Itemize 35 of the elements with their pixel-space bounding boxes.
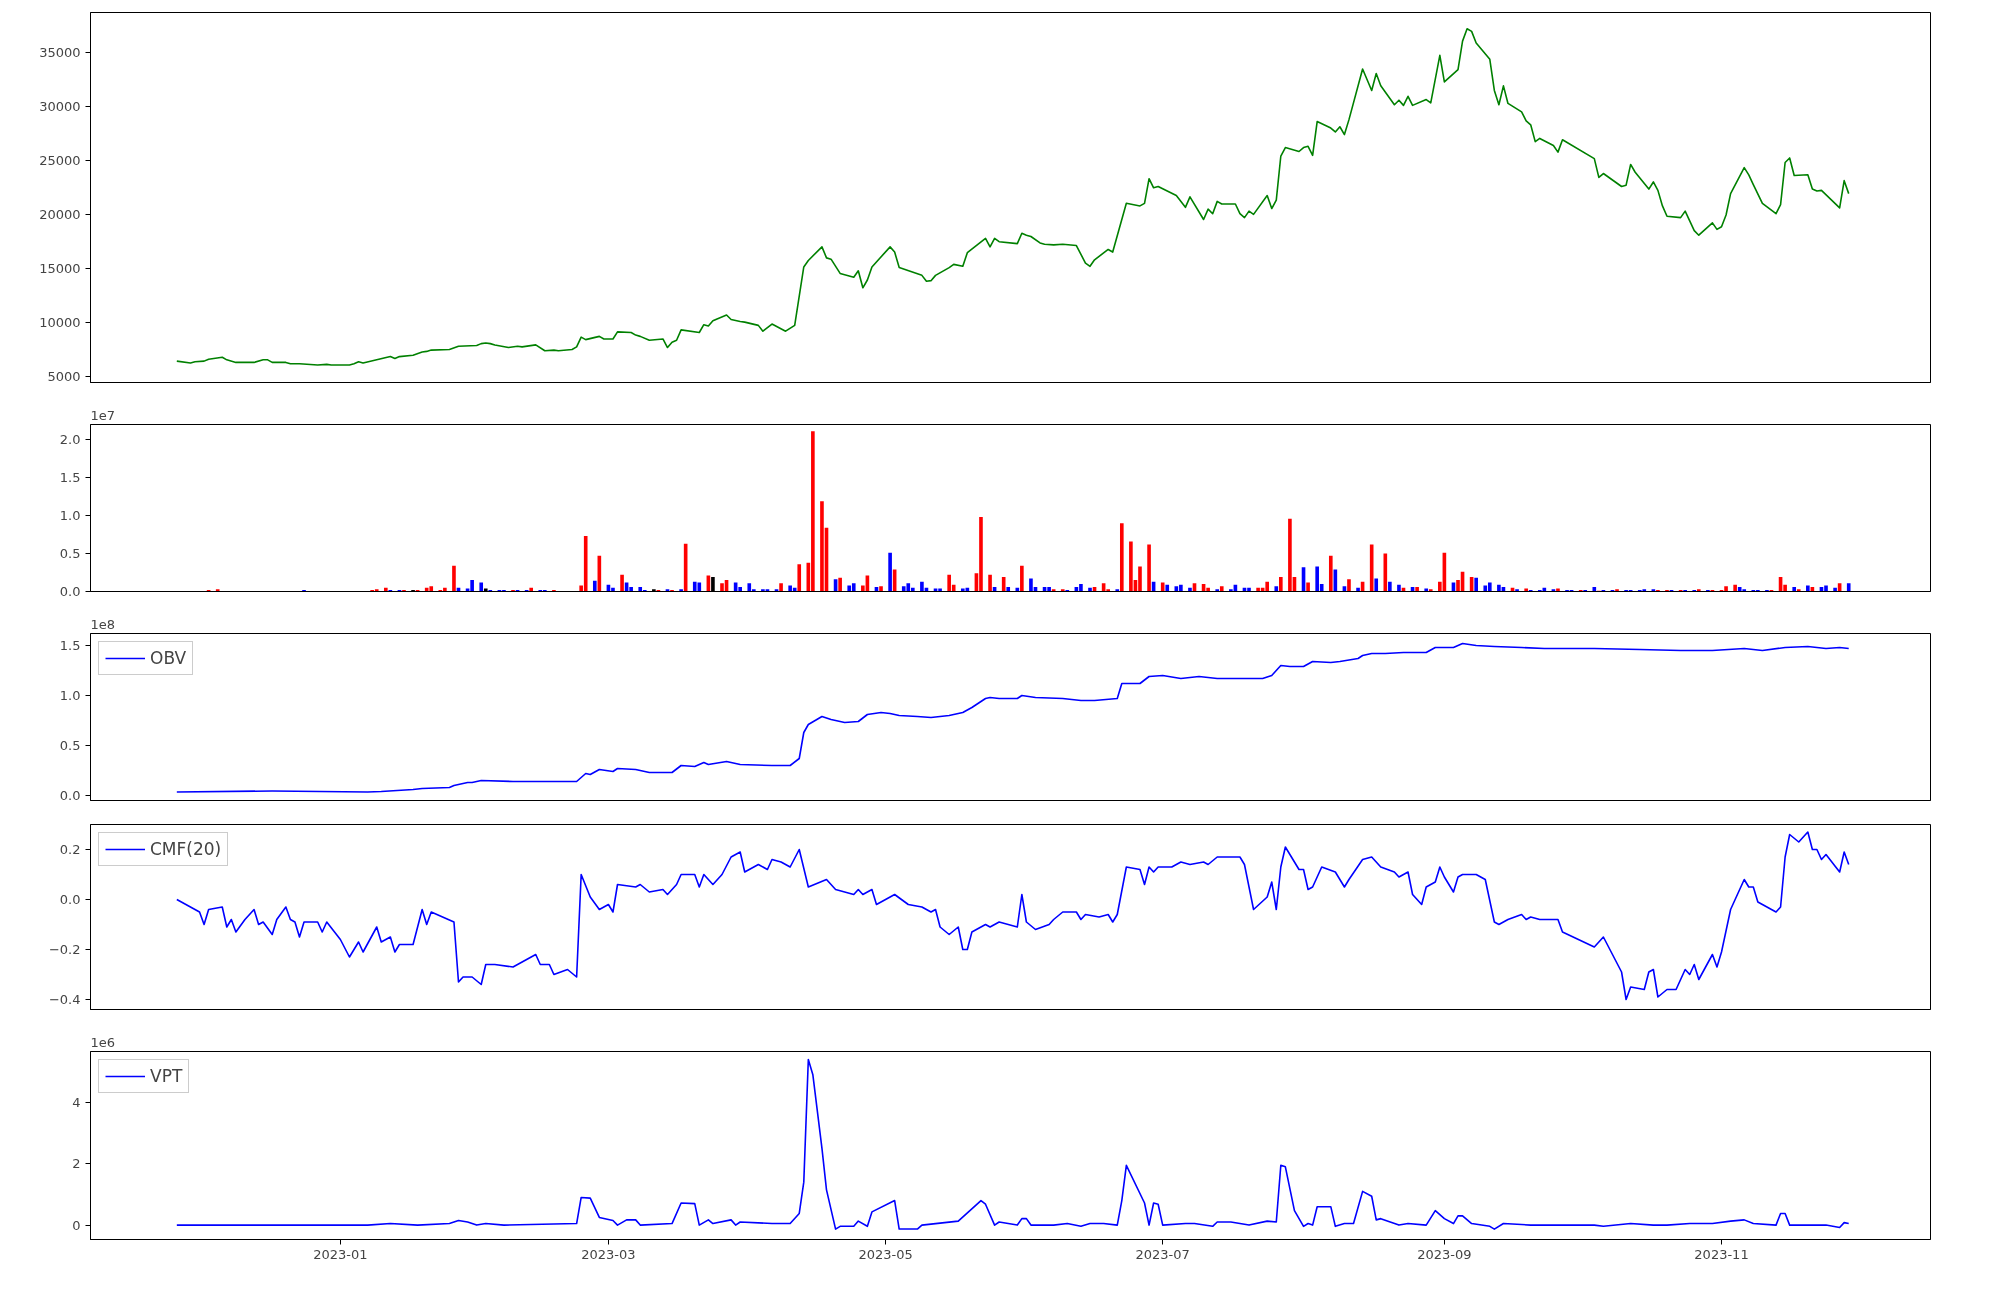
y-tick-label: 2.0 — [59, 432, 81, 448]
y-tick-label: 25000 — [39, 152, 81, 168]
x-tick-label: 2023-01 — [313, 1246, 368, 1262]
text: 1e6 — [90, 1034, 116, 1050]
y-tick-label: 0.5 — [59, 546, 81, 562]
y-tick-label: −0.4 — [48, 992, 81, 1007]
y-tick-label: 5000 — [47, 368, 81, 384]
y-tick-label: 15000 — [39, 260, 81, 276]
legend-label: VPT — [150, 1066, 183, 1086]
y-tick-label: 1.0 — [59, 508, 81, 524]
y-tick-label: 0.5 — [59, 738, 81, 753]
y-tick-label: 30000 — [39, 98, 81, 114]
y-tick-label: 1.5 — [59, 638, 81, 653]
y-tick-label: −0.2 — [48, 942, 81, 957]
x-tick-label: 2023-05 — [858, 1246, 913, 1262]
x-tick-label: 2023-11 — [1694, 1246, 1749, 1262]
y-tick-label: 4 — [72, 1094, 81, 1110]
legend-label: CMF(20) — [150, 839, 222, 859]
y-tick-label: 20000 — [39, 206, 81, 222]
y-tick-label: 0.0 — [59, 788, 81, 803]
y-tick-label: 1.0 — [59, 688, 81, 703]
y-tick-label: 35000 — [39, 44, 81, 60]
y-tick-label: 0.0 — [59, 584, 81, 599]
x-tick-label: 2023-03 — [581, 1246, 636, 1262]
y-tick-label: 0 — [72, 1217, 81, 1233]
text: 1e7 — [90, 407, 116, 423]
y-tick-label: 10000 — [39, 314, 81, 330]
x-tick-label: 2023-07 — [1135, 1246, 1190, 1262]
y-tick-label: 0.2 — [59, 842, 81, 857]
y-tick-label: 0.0 — [59, 892, 81, 907]
x-tick-label: 2023-09 — [1417, 1246, 1472, 1262]
legend-label: OBV — [150, 648, 187, 668]
y-tick-label: 1.5 — [59, 470, 81, 486]
y-tick-label: 2 — [72, 1156, 81, 1172]
text: 1e8 — [90, 616, 116, 632]
